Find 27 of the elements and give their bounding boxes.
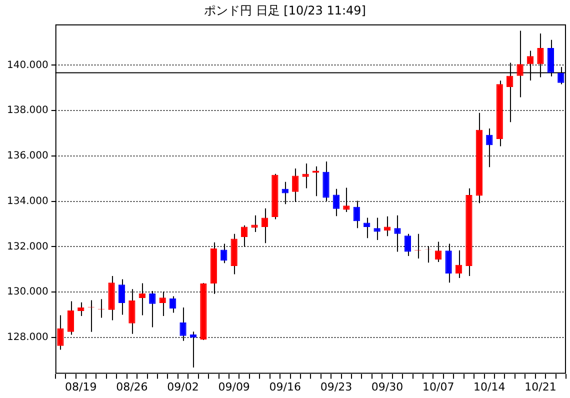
candlestick bbox=[251, 214, 258, 232]
y-tick-label: 140.000 bbox=[6, 60, 48, 71]
candlestick bbox=[312, 166, 320, 197]
y-tick-label: 132.000 bbox=[6, 241, 48, 252]
candlestick bbox=[374, 217, 380, 240]
candlestick bbox=[364, 217, 370, 239]
candlestick bbox=[261, 208, 268, 244]
x-tick-label: 09/09 bbox=[218, 380, 250, 394]
chart-title: ポンド円 日足 [10/23 11:49] bbox=[204, 3, 366, 18]
x-tick-label: 08/26 bbox=[116, 380, 148, 394]
x-tick-label: 08/19 bbox=[65, 380, 97, 394]
x-tick-label: 10/07 bbox=[422, 380, 454, 394]
candlestick bbox=[78, 302, 84, 316]
y-tick-label: 130.000 bbox=[6, 286, 48, 298]
y-tick-label: 138.000 bbox=[6, 105, 48, 116]
candlestick bbox=[455, 250, 462, 279]
candlestick bbox=[67, 300, 74, 336]
x-tick-label: 10/14 bbox=[474, 380, 506, 394]
x-tick-label: 10/21 bbox=[524, 380, 556, 394]
x-tick-label: 09/30 bbox=[371, 380, 404, 394]
x-tick-label: 09/02 bbox=[167, 380, 199, 394]
x-tick-label: 09/23 bbox=[320, 380, 352, 394]
y-tick-label: 134.000 bbox=[6, 196, 48, 207]
y-tick-label: 136.000 bbox=[6, 150, 48, 162]
y-tick-label: 128.000 bbox=[6, 332, 48, 344]
candlestick bbox=[302, 162, 309, 189]
x-tick-label: 09/16 bbox=[269, 380, 301, 394]
